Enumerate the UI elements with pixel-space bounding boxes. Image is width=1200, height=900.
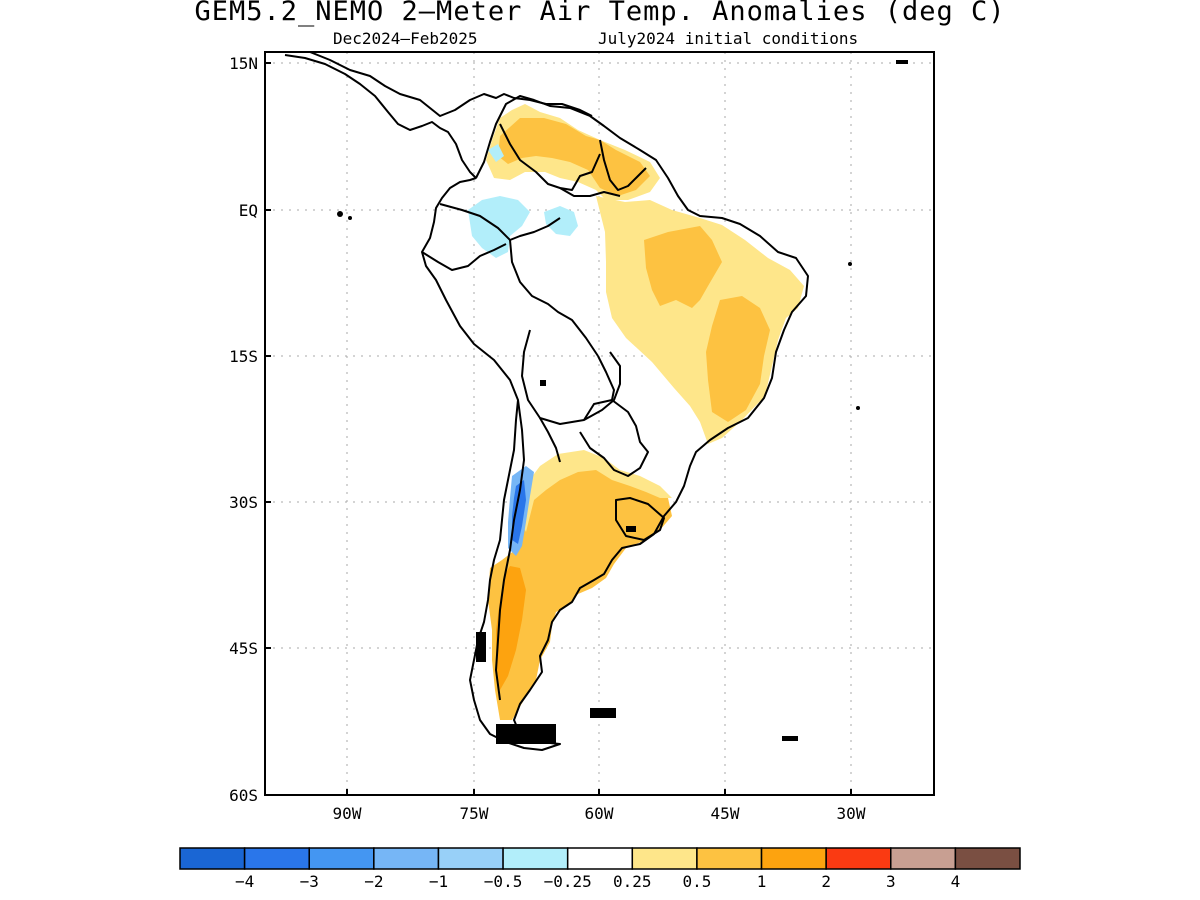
colorbar-label-5: −0.25 — [544, 872, 592, 891]
border-guianas — [599, 139, 647, 191]
lagoa-dos-patos — [626, 526, 636, 532]
colorbar-swatch-5 — [502, 847, 569, 870]
lat-axis: 15N EQ 15S 30S 45S 60S — [229, 54, 271, 805]
border-bolivia-brazil — [597, 355, 615, 401]
border-argentina-chile — [495, 399, 525, 701]
islands — [337, 60, 908, 744]
colorbar-swatch-8 — [696, 847, 763, 870]
caribbean-island — [896, 60, 908, 64]
colorbar: −4 −3 −2 −1 −0.5 −0.25 0.25 0.5 1 2 3 4 — [179, 847, 1021, 891]
border-colombia-venezuela — [499, 123, 601, 191]
lon-axis: 90W 75W 60W 45W 30W — [333, 789, 866, 823]
colorbar-swatch-7 — [631, 847, 698, 870]
colorbar-label-0: −4 — [235, 872, 254, 891]
map-title: GEM5.2_NEMO 2—Meter Air Temp. Anomalies … — [194, 0, 1006, 27]
anomaly-south-mid — [488, 452, 672, 720]
anomaly-amazon-cool — [544, 206, 578, 236]
border-uruguay — [615, 497, 665, 541]
colorbar-label-9: 2 — [821, 872, 831, 891]
lat-label-60s: 60S — [229, 786, 258, 805]
colorbar-swatch-12 — [954, 847, 1021, 870]
south-georgia — [782, 736, 798, 741]
colorbar-label-10: 3 — [886, 872, 896, 891]
lon-label-90w: 90W — [333, 804, 362, 823]
colorbar-label-7: 0.5 — [682, 872, 711, 891]
south-america-coast — [421, 95, 809, 751]
anomaly-shading — [468, 104, 804, 720]
fernando-island — [848, 262, 852, 266]
chiloe-island — [476, 632, 486, 662]
initial-conditions-subtitle: July2024 initial conditions — [598, 29, 859, 48]
colorbar-swatch-3 — [373, 847, 440, 870]
season-subtitle: Dec2024—Feb2025 — [333, 29, 478, 48]
coastlines — [284, 52, 809, 751]
anomaly-east-mid — [706, 296, 770, 422]
falkland-islands — [590, 708, 616, 718]
border-bolivia — [521, 329, 621, 425]
anomaly-patagonia-strong — [496, 566, 526, 690]
galapagos-island — [337, 211, 343, 217]
lon-label-30w: 30W — [837, 804, 866, 823]
colorbar-swatch-9 — [760, 847, 827, 870]
colorbar-swatch-2 — [308, 847, 375, 870]
galapagos-island-2 — [348, 216, 352, 220]
colorbar-swatch-1 — [243, 847, 310, 870]
lon-label-45w: 45W — [711, 804, 740, 823]
colorbar-label-3: −1 — [429, 872, 448, 891]
lat-label-15s: 15S — [229, 347, 258, 366]
colorbar-swatch-4 — [437, 847, 504, 870]
colorbar-label-4: −0.5 — [484, 872, 523, 891]
colorbar-label-8: 1 — [757, 872, 767, 891]
lon-label-75w: 75W — [460, 804, 489, 823]
colorbar-label-2: −2 — [364, 872, 383, 891]
border-brazil-venezuela — [559, 187, 621, 197]
colorbar-label-11: 4 — [951, 872, 961, 891]
border-ecuador-peru — [421, 243, 507, 271]
anomaly-south-light-fringe — [520, 450, 672, 532]
central-america-coast — [284, 54, 477, 179]
colorbar-label-1: −3 — [300, 872, 319, 891]
colorbar-label-6: 0.25 — [613, 872, 652, 891]
lat-label-30s: 30S — [229, 493, 258, 512]
lon-label-60w: 60W — [585, 804, 614, 823]
anomaly-colombia-cool-small — [488, 144, 504, 162]
trindade-island — [856, 406, 860, 410]
anomaly-brazil-mid — [644, 226, 722, 308]
colorbar-swatch-10 — [825, 847, 892, 870]
anomaly-andes-cold — [512, 480, 526, 544]
anomaly-colombia-cool — [468, 196, 530, 258]
colorbar-swatch-6 — [566, 847, 634, 870]
lat-label-eq: EQ — [239, 201, 258, 220]
border-argentina-bolivia — [539, 417, 561, 463]
colorbar-swatch-11 — [890, 847, 957, 870]
tierra-del-fuego — [496, 724, 556, 744]
colorbar-swatch-0 — [179, 847, 246, 870]
lat-label-45s: 45S — [229, 639, 258, 658]
anomaly-guiana-mid — [498, 118, 650, 196]
lat-label-15n: 15N — [229, 54, 258, 73]
border-peru-brazil — [509, 239, 599, 357]
lake-titicaca — [540, 380, 546, 386]
